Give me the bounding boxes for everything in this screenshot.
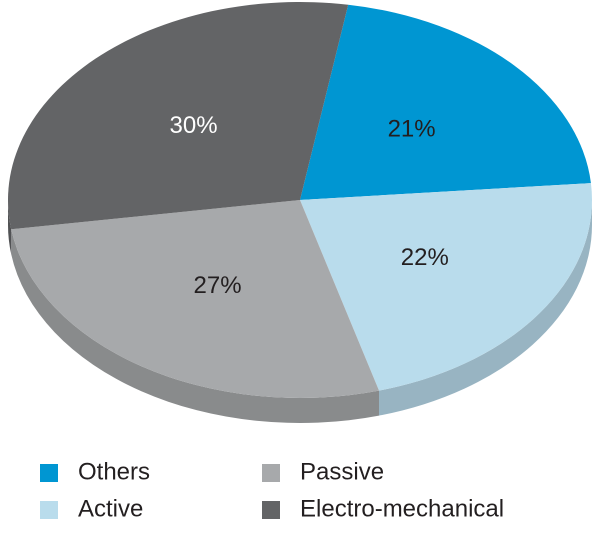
pie-slice [11,200,380,399]
legend-swatch [40,501,58,519]
pie-side [379,200,592,416]
legend-swatch [40,464,58,482]
legend-label: Electro-mechanical [300,495,504,522]
legend-label: Others [78,458,150,485]
legend-label: Passive [300,458,384,485]
data-label: 27% [194,272,242,299]
pie: 21% 22% 27% 30% [8,1,592,424]
pie-side [8,200,12,255]
data-label: 22% [401,244,449,271]
legend-swatch [262,464,280,482]
pie-side [11,229,380,424]
pie-slice [8,1,349,230]
pie-slice [300,183,592,391]
data-label: 30% [170,112,218,139]
data-label: 21% [388,116,436,143]
legend-label: Active [78,495,143,522]
pie-slice [300,4,591,200]
legend-swatch [262,501,280,519]
legend: Others Active Passive Electro-mechanical [40,458,504,522]
